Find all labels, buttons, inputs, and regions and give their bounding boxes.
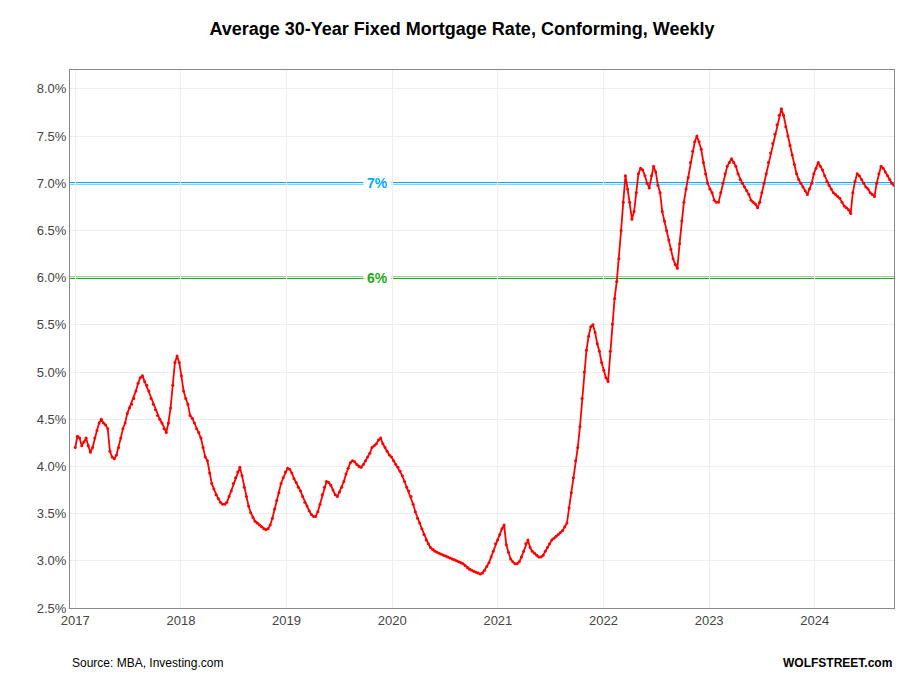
svg-text:2023: 2023 [695, 613, 724, 628]
svg-text:7.0%: 7.0% [37, 176, 67, 191]
svg-text:2022: 2022 [589, 613, 618, 628]
svg-text:Average 30-Year Fixed Mortgage: Average 30-Year Fixed Mortgage Rate, Con… [209, 19, 714, 39]
svg-text:2021: 2021 [483, 613, 512, 628]
svg-text:6%: 6% [367, 270, 388, 286]
svg-text:2017: 2017 [61, 613, 90, 628]
svg-text:3.0%: 3.0% [37, 553, 67, 568]
svg-text:4.5%: 4.5% [37, 412, 67, 427]
svg-text:4.0%: 4.0% [37, 459, 67, 474]
svg-text:2019: 2019 [272, 613, 301, 628]
svg-text:5.0%: 5.0% [37, 365, 67, 380]
svg-text:Source: MBA, Investing.com: Source: MBA, Investing.com [72, 656, 223, 670]
svg-text:3.5%: 3.5% [37, 506, 67, 521]
svg-text:7.5%: 7.5% [37, 129, 67, 144]
svg-text:7%: 7% [367, 175, 388, 191]
svg-text:WOLFSTREET.com: WOLFSTREET.com [783, 656, 892, 670]
svg-text:6.0%: 6.0% [37, 270, 67, 285]
svg-text:2018: 2018 [166, 613, 195, 628]
svg-text:2020: 2020 [378, 613, 407, 628]
svg-text:8.0%: 8.0% [37, 81, 67, 96]
svg-text:6.5%: 6.5% [37, 223, 67, 238]
svg-text:2024: 2024 [800, 613, 829, 628]
svg-text:2.5%: 2.5% [37, 601, 67, 616]
svg-text:5.5%: 5.5% [37, 317, 67, 332]
